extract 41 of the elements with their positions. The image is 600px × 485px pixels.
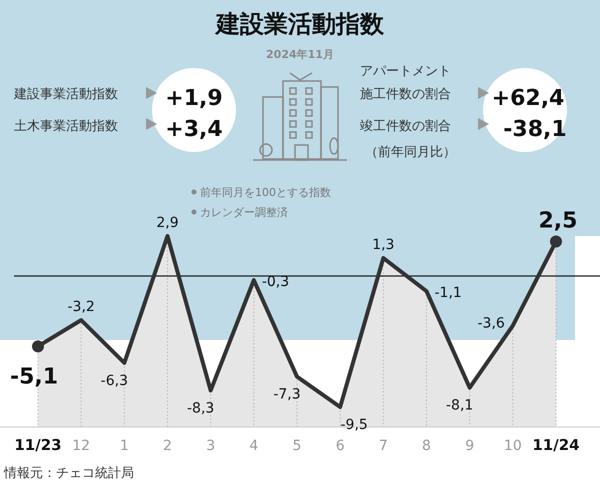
x-tick-label: 10: [504, 438, 522, 454]
text: アパートメント: [360, 64, 451, 79]
data-label: -6,3: [100, 372, 128, 389]
x-tick-label: 9: [465, 438, 474, 454]
x-tick-label: 8: [422, 438, 431, 454]
text: -38,1: [503, 117, 567, 142]
data-label: -9,5: [340, 417, 368, 433]
x-tick-label: 3: [206, 438, 216, 454]
data-label: -8,1: [446, 398, 474, 414]
text: 2024年11月: [266, 48, 334, 61]
data-label: 2,5: [538, 208, 578, 234]
data-label: -1,1: [434, 285, 462, 302]
text: （前年同月比）: [365, 145, 456, 160]
text: 情報元：チェコ統計局: [3, 466, 134, 481]
data-label: -3,6: [478, 316, 505, 332]
x-tick-label: 11/23: [14, 436, 62, 454]
text: +62,4: [492, 86, 564, 111]
text: 建設事業活動指数: [13, 87, 118, 102]
data-label: 2,9: [156, 215, 179, 231]
data-label: 1,3: [372, 237, 394, 254]
x-tick-label: 7: [378, 438, 388, 454]
text: +3,4: [165, 117, 223, 142]
x-tick-label: 4: [249, 438, 258, 454]
text: 前年同月を100とする指数: [200, 186, 331, 199]
text: 土木事業活動指数: [14, 119, 118, 134]
x-tick-label: 1: [120, 438, 129, 454]
x-tick-label: 2: [163, 438, 172, 454]
data-label: -0,3: [262, 274, 290, 290]
x-tick-label: 11/24: [532, 436, 580, 454]
data-label: -7,3: [273, 386, 301, 403]
text: 施工件数の割合: [360, 87, 451, 102]
x-tick-label: 12: [72, 438, 90, 454]
data-label: -3,2: [68, 299, 95, 316]
chart-title: 建設業活動指数: [214, 10, 385, 38]
text: カレンダー調整済: [200, 206, 288, 219]
data-label: -8,3: [187, 400, 214, 416]
x-tick-label: 5: [292, 438, 302, 454]
text: 竣工件数の割合: [360, 119, 451, 134]
text: +1,9: [165, 86, 223, 111]
data-label: -5,1: [10, 364, 58, 390]
x-tick-label: 6: [336, 438, 345, 454]
